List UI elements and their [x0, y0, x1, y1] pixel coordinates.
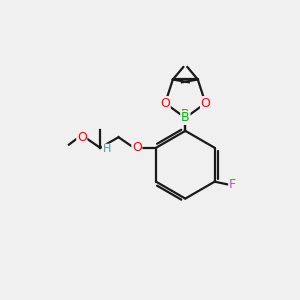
- Text: O: O: [201, 97, 210, 110]
- Text: O: O: [77, 131, 87, 144]
- Text: O: O: [132, 141, 142, 154]
- Text: O: O: [160, 97, 170, 110]
- Text: F: F: [229, 178, 236, 191]
- Text: H: H: [102, 144, 111, 154]
- Text: B: B: [181, 111, 190, 124]
- Text: B: B: [181, 108, 190, 121]
